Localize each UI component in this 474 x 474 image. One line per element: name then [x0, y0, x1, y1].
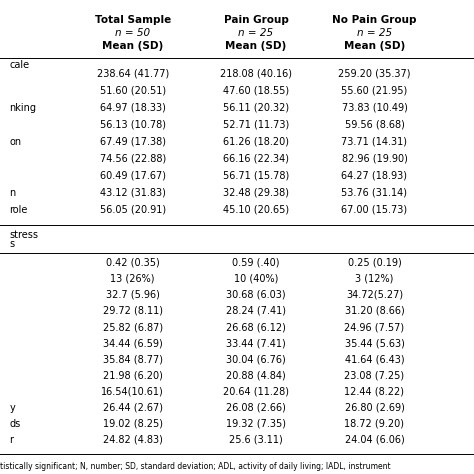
Text: 238.64 (41.77): 238.64 (41.77): [97, 68, 169, 79]
Text: n = 25: n = 25: [357, 28, 392, 38]
Text: 82.96 (19.90): 82.96 (19.90): [342, 154, 407, 164]
Text: r: r: [9, 435, 13, 445]
Text: 26.68 (6.12): 26.68 (6.12): [226, 322, 286, 332]
Text: 56.13 (10.78): 56.13 (10.78): [100, 119, 166, 130]
Text: 25.82 (6.87): 25.82 (6.87): [103, 322, 163, 332]
Text: 56.71 (15.78): 56.71 (15.78): [223, 171, 289, 181]
Text: 67.49 (17.38): 67.49 (17.38): [100, 137, 166, 147]
Text: 64.27 (18.93): 64.27 (18.93): [341, 171, 408, 181]
Text: 21.98 (6.20): 21.98 (6.20): [103, 370, 163, 381]
Text: 41.64 (6.43): 41.64 (6.43): [345, 354, 404, 365]
Text: n: n: [9, 188, 16, 198]
Text: stress: stress: [9, 230, 38, 240]
Text: 67.00 (15.73): 67.00 (15.73): [341, 205, 408, 215]
Text: 30.68 (6.03): 30.68 (6.03): [226, 290, 286, 300]
Text: 56.05 (20.91): 56.05 (20.91): [100, 205, 166, 215]
Text: 32.48 (29.38): 32.48 (29.38): [223, 188, 289, 198]
Text: 73.83 (10.49): 73.83 (10.49): [342, 102, 407, 113]
Text: 56.11 (20.32): 56.11 (20.32): [223, 102, 289, 113]
Text: 66.16 (22.34): 66.16 (22.34): [223, 154, 289, 164]
Text: 218.08 (40.16): 218.08 (40.16): [220, 68, 292, 79]
Text: 74.56 (22.88): 74.56 (22.88): [100, 154, 166, 164]
Text: 0.59 (.40): 0.59 (.40): [232, 257, 280, 268]
Text: 28.24 (7.41): 28.24 (7.41): [226, 306, 286, 316]
Text: 26.80 (2.69): 26.80 (2.69): [345, 402, 404, 413]
Text: Mean (SD): Mean (SD): [225, 41, 287, 52]
Text: 47.60 (18.55): 47.60 (18.55): [223, 85, 289, 96]
Text: 60.49 (17.67): 60.49 (17.67): [100, 171, 166, 181]
Text: 18.72 (9.20): 18.72 (9.20): [345, 419, 404, 429]
Text: 34.44 (6.59): 34.44 (6.59): [103, 338, 163, 348]
Text: 35.44 (5.63): 35.44 (5.63): [345, 338, 404, 348]
Text: ds: ds: [9, 419, 21, 429]
Text: 24.04 (6.06): 24.04 (6.06): [345, 435, 404, 445]
Text: 34.72(5.27): 34.72(5.27): [346, 290, 403, 300]
Text: 24.96 (7.57): 24.96 (7.57): [345, 322, 404, 332]
Text: 3 (12%): 3 (12%): [356, 273, 393, 284]
Text: 20.64 (11.28): 20.64 (11.28): [223, 386, 289, 397]
Text: Pain Group: Pain Group: [224, 15, 288, 25]
Text: 53.76 (31.14): 53.76 (31.14): [341, 188, 408, 198]
Text: 29.72 (8.11): 29.72 (8.11): [103, 306, 163, 316]
Text: 64.97 (18.33): 64.97 (18.33): [100, 102, 165, 113]
Text: 259.20 (35.37): 259.20 (35.37): [338, 68, 410, 79]
Text: 10 (40%): 10 (40%): [234, 273, 278, 284]
Text: s: s: [9, 238, 15, 249]
Text: 59.56 (8.68): 59.56 (8.68): [345, 119, 404, 130]
Text: 20.88 (4.84): 20.88 (4.84): [226, 370, 286, 381]
Text: 0.42 (0.35): 0.42 (0.35): [106, 257, 160, 268]
Text: Mean (SD): Mean (SD): [102, 41, 164, 52]
Text: 51.60 (20.51): 51.60 (20.51): [100, 85, 166, 96]
Text: 16.54(10.61): 16.54(10.61): [101, 386, 164, 397]
Text: 61.26 (18.20): 61.26 (18.20): [223, 137, 289, 147]
Text: 35.84 (8.77): 35.84 (8.77): [103, 354, 163, 365]
Text: 45.10 (20.65): 45.10 (20.65): [223, 205, 289, 215]
Text: on: on: [9, 137, 22, 147]
Text: 30.04 (6.76): 30.04 (6.76): [226, 354, 286, 365]
Text: 0.25 (0.19): 0.25 (0.19): [347, 257, 401, 268]
Text: 25.6 (3.11): 25.6 (3.11): [229, 435, 283, 445]
Text: n = 50: n = 50: [115, 28, 150, 38]
Text: n = 25: n = 25: [238, 28, 273, 38]
Text: 24.82 (4.83): 24.82 (4.83): [103, 435, 163, 445]
Text: role: role: [9, 205, 28, 215]
Text: y: y: [9, 402, 15, 413]
Text: 19.02 (8.25): 19.02 (8.25): [103, 419, 163, 429]
Text: 43.12 (31.83): 43.12 (31.83): [100, 188, 165, 198]
Text: 31.20 (8.66): 31.20 (8.66): [345, 306, 404, 316]
Text: Mean (SD): Mean (SD): [344, 41, 405, 52]
Text: 52.71 (11.73): 52.71 (11.73): [223, 119, 289, 130]
Text: nking: nking: [9, 102, 36, 113]
Text: 26.08 (2.66): 26.08 (2.66): [226, 402, 286, 413]
Text: 73.71 (14.31): 73.71 (14.31): [341, 137, 408, 147]
Text: 12.44 (8.22): 12.44 (8.22): [345, 386, 404, 397]
Text: cale: cale: [9, 60, 29, 71]
Text: 23.08 (7.25): 23.08 (7.25): [345, 370, 404, 381]
Text: 32.7 (5.96): 32.7 (5.96): [106, 290, 160, 300]
Text: 13 (26%): 13 (26%): [110, 273, 155, 284]
Text: 19.32 (7.35): 19.32 (7.35): [226, 419, 286, 429]
Text: 26.44 (2.67): 26.44 (2.67): [103, 402, 163, 413]
Text: Total Sample: Total Sample: [95, 15, 171, 25]
Text: 55.60 (21.95): 55.60 (21.95): [341, 85, 408, 96]
Text: 33.44 (7.41): 33.44 (7.41): [226, 338, 286, 348]
Text: No Pain Group: No Pain Group: [332, 15, 417, 25]
Text: tistically significant; N, number; SD, standard deviation; ADL, activity of dail: tistically significant; N, number; SD, s…: [0, 462, 391, 471]
